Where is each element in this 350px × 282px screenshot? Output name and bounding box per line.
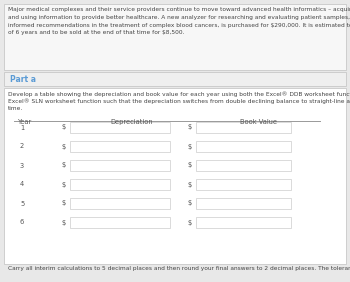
FancyBboxPatch shape xyxy=(70,179,170,190)
Text: $: $ xyxy=(62,182,66,188)
Text: $: $ xyxy=(62,201,66,206)
Text: 4: 4 xyxy=(20,182,24,188)
FancyBboxPatch shape xyxy=(196,141,291,152)
Text: $: $ xyxy=(188,124,192,131)
FancyBboxPatch shape xyxy=(70,198,170,209)
Text: $: $ xyxy=(188,144,192,149)
FancyBboxPatch shape xyxy=(196,179,291,190)
Text: Part a: Part a xyxy=(10,74,36,83)
Text: 1: 1 xyxy=(20,124,24,131)
Text: of 6 years and to be sold at the end of that time for $8,500.: of 6 years and to be sold at the end of … xyxy=(8,30,184,36)
Text: $: $ xyxy=(62,144,66,149)
Text: informed recommendations in the treatment of complex blood cancers, is purchased: informed recommendations in the treatmen… xyxy=(8,23,350,28)
FancyBboxPatch shape xyxy=(70,122,170,133)
Text: time.: time. xyxy=(8,106,23,111)
Text: Book Value: Book Value xyxy=(240,119,277,125)
Text: 6: 6 xyxy=(20,219,24,226)
FancyBboxPatch shape xyxy=(70,217,170,228)
FancyBboxPatch shape xyxy=(4,88,346,264)
Text: $: $ xyxy=(188,162,192,169)
FancyBboxPatch shape xyxy=(70,160,170,171)
Text: $: $ xyxy=(188,201,192,206)
Text: Excel® SLN worksheet function such that the depreciation switches from double de: Excel® SLN worksheet function such that … xyxy=(8,98,350,104)
FancyBboxPatch shape xyxy=(196,198,291,209)
Text: Carry all interim calculations to 5 decimal places and then round your final ans: Carry all interim calculations to 5 deci… xyxy=(8,266,350,271)
Text: Depreciation: Depreciation xyxy=(110,119,153,125)
FancyBboxPatch shape xyxy=(196,160,291,171)
Text: $: $ xyxy=(62,219,66,226)
Text: $: $ xyxy=(188,182,192,188)
Text: and using information to provide better healthcare. A new analyzer for researchi: and using information to provide better … xyxy=(8,15,350,20)
FancyBboxPatch shape xyxy=(196,217,291,228)
Text: Major medical complexes and their service providers continue to move toward adva: Major medical complexes and their servic… xyxy=(8,7,350,12)
Text: 5: 5 xyxy=(20,201,24,206)
FancyBboxPatch shape xyxy=(70,141,170,152)
Text: 2: 2 xyxy=(20,144,24,149)
FancyBboxPatch shape xyxy=(4,72,346,86)
Text: Year: Year xyxy=(18,119,32,125)
Text: 3: 3 xyxy=(20,162,24,169)
FancyBboxPatch shape xyxy=(196,122,291,133)
Text: $: $ xyxy=(62,162,66,169)
Text: Develop a table showing the depreciation and book value for each year using both: Develop a table showing the depreciation… xyxy=(8,91,350,97)
Text: $: $ xyxy=(62,124,66,131)
Text: $: $ xyxy=(188,219,192,226)
FancyBboxPatch shape xyxy=(4,4,346,70)
